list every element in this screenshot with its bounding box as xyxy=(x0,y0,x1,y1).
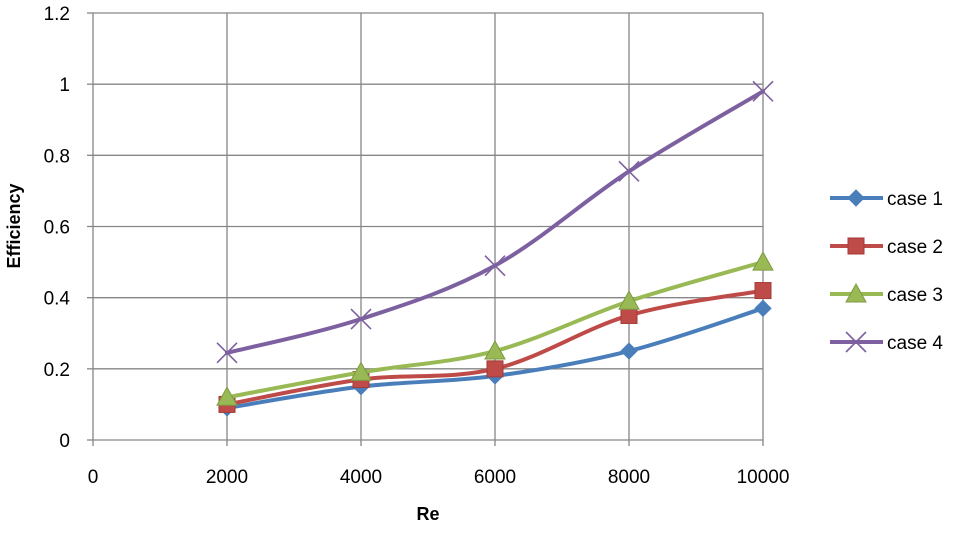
data-point xyxy=(216,342,238,364)
y-tick-label: 0.6 xyxy=(44,218,70,239)
data-point xyxy=(752,251,774,271)
legend-label: case 4 xyxy=(887,333,943,354)
data-point xyxy=(618,160,640,182)
y-tick-label: 0 xyxy=(59,431,70,452)
data-point xyxy=(350,308,372,330)
data-point xyxy=(350,361,372,381)
data-point xyxy=(620,342,638,360)
legend-label: case 1 xyxy=(887,189,943,210)
legend-marker xyxy=(845,331,867,353)
y-axis-title: Efficiency xyxy=(4,183,24,268)
data-point xyxy=(484,340,506,360)
legend-item: case 2 xyxy=(830,237,943,258)
data-point xyxy=(618,290,640,310)
legend: case 1 case 2 case 3 case 4 xyxy=(830,189,943,354)
x-tick-label: 6000 xyxy=(474,467,516,488)
legend-marker xyxy=(847,189,865,207)
x-tick-label: 8000 xyxy=(608,467,650,488)
data-point xyxy=(754,299,772,318)
legend-label: case 3 xyxy=(887,285,943,306)
x-tick-label: 10000 xyxy=(737,467,790,488)
axes: 0 0.2 0.4 0.6 0.8 1 1.2 0 2000 4000 6000 8000 10000 xyxy=(44,4,790,488)
x-tick-label: 2000 xyxy=(206,467,248,488)
legend-label: case 2 xyxy=(887,237,943,258)
x-tick-label: 4000 xyxy=(340,467,382,488)
legend-marker xyxy=(847,237,865,255)
y-tick-label: 0.2 xyxy=(44,360,70,381)
x-axis-title: Re xyxy=(416,504,439,524)
data-point xyxy=(486,360,504,378)
legend-item: case 3 xyxy=(830,282,943,306)
y-tick-label: 1.2 xyxy=(44,4,70,25)
series-layer xyxy=(216,80,774,417)
y-tick-label: 0.8 xyxy=(44,146,70,167)
y-tick-label: 0.4 xyxy=(44,289,71,310)
data-point xyxy=(754,282,772,300)
series-case-4 xyxy=(216,80,774,364)
data-point xyxy=(620,306,638,324)
x-tick-label: 0 xyxy=(88,467,99,488)
data-point xyxy=(216,386,238,406)
legend-item: case 4 xyxy=(830,331,943,354)
series-case-3 xyxy=(216,251,774,406)
y-tick-label: 1 xyxy=(59,75,70,96)
data-point xyxy=(484,255,506,277)
legend-marker xyxy=(845,282,867,303)
series-case-2 xyxy=(218,282,772,413)
data-point xyxy=(752,80,774,102)
legend-item: case 1 xyxy=(830,189,943,210)
